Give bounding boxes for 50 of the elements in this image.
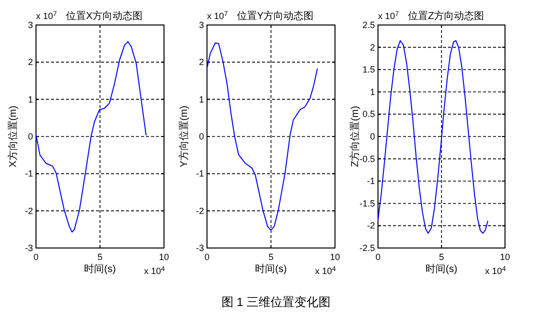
y-tick-label: 0: [370, 132, 375, 142]
x-axis-title: 时间(s): [426, 263, 458, 275]
x-tick-label: 10: [158, 252, 170, 262]
x-axis-title: 时间(s): [255, 263, 287, 275]
x-tick-label: 10: [500, 252, 510, 262]
y-tick-label: 2: [198, 57, 204, 68]
caption: 图 1 三维位置变化图: [221, 295, 331, 309]
text: x 10$^{7}$: [207, 10, 228, 21]
y-tick-label: 2.5: [362, 20, 375, 30]
y-tick-label: 1.5: [362, 64, 375, 75]
y-tick-label: -1: [366, 176, 375, 186]
text: x 10$^{4}$: [315, 266, 336, 276]
text: x 10$^{4}$: [144, 266, 166, 276]
y-tick-label: 3: [198, 20, 204, 30]
x-tick-label: 10: [330, 252, 340, 262]
y-tick-label: -2: [366, 220, 375, 231]
y-tick-label: 3: [28, 20, 33, 30]
line-series: [36, 41, 147, 233]
y-tick-label: 2: [28, 57, 33, 68]
chart-title: 位置X方向动态图: [66, 10, 143, 22]
text: x 10$^{4}$: [485, 266, 506, 276]
y-tick-label: 1: [198, 94, 204, 104]
text: x 10$^{7}$: [378, 10, 400, 21]
x-tick-label: 5: [438, 252, 444, 262]
y-tick-label: -2: [24, 206, 33, 216]
y-tick-label: -1: [24, 168, 33, 179]
y-tick-label: -1.5: [359, 198, 375, 208]
line-series: [206, 42, 318, 231]
y-tick-label: 0.5: [362, 109, 375, 120]
y-tick-label: -0.5: [359, 154, 375, 164]
y-axis-title: X方向位置(m): [7, 106, 19, 168]
y-tick-label: 0: [198, 132, 204, 142]
chart-title: 位置Y方向动态图: [237, 10, 314, 22]
y-tick-label: 1: [28, 94, 33, 104]
y-axis-title: Y方向位置(m): [178, 106, 190, 168]
x-axis-title: 时间(s): [84, 263, 116, 275]
y-tick-label: -3: [24, 243, 33, 253]
y-tick-label: -1: [196, 168, 204, 179]
y-tick-label: 0: [28, 132, 33, 142]
y-tick-label: 2: [370, 42, 375, 52]
y-tick-label: -2: [196, 206, 204, 216]
x-tick-label: 5: [268, 252, 274, 262]
y-tick-label: -2.5: [359, 243, 375, 253]
y-tick-label: 1: [370, 86, 375, 97]
y-axis-title: Z方向位置(m): [349, 106, 361, 168]
text: x 10$^{7}$: [36, 10, 58, 21]
line-series: [378, 40, 488, 234]
chart-title: 位置Z方向动态图: [408, 10, 484, 22]
y-tick-label: -3: [196, 243, 204, 253]
x-tick-label: 5: [97, 252, 103, 262]
